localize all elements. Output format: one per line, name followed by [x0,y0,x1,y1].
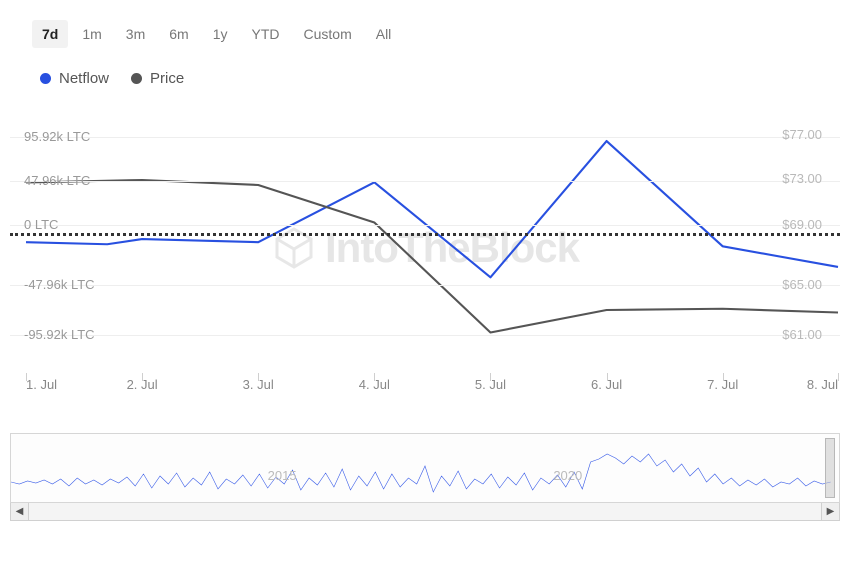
y-left-label: 0 LTC [24,217,58,232]
series-price [26,180,838,333]
x-tick [374,373,375,381]
x-tick [607,373,608,381]
zero-line [10,233,840,236]
series-netflow [26,141,838,277]
tab-all[interactable]: All [366,20,402,48]
y-right-label: $65.00 [782,277,822,292]
gridline [10,137,840,138]
legend-label: Netflow [59,70,109,87]
x-label: 1. Jul [26,377,57,392]
legend-dot-icon [40,73,51,84]
tab-ytd[interactable]: YTD [242,20,290,48]
legend-item-netflow[interactable]: Netflow [40,70,109,87]
tab-6m[interactable]: 6m [159,20,198,48]
main-chart: IntoTheBlock 95.92k LTC47.96k LTC0 LTC-4… [10,113,840,413]
range-sparkline[interactable]: 2015 2020 [10,433,840,503]
x-tick [723,373,724,381]
x-tick [490,373,491,381]
y-right-label: $69.00 [782,217,822,232]
x-tick [258,373,259,381]
sparkline-year-label: 2020 [553,468,582,483]
tab-custom[interactable]: Custom [294,20,362,48]
y-right-label: $61.00 [782,327,822,342]
y-left-label: -47.96k LTC [24,277,95,292]
gridline [10,181,840,182]
y-right-label: $77.00 [782,127,822,142]
time-range-tabs: 7d1m3m6m1yYTDCustomAll [32,20,840,48]
tab-1y[interactable]: 1y [203,20,238,48]
legend-label: Price [150,70,184,87]
tab-7d[interactable]: 7d [32,20,68,48]
tab-1m[interactable]: 1m [72,20,111,48]
gridline [10,225,840,226]
x-tick [838,373,839,381]
tab-3m[interactable]: 3m [116,20,155,48]
scroll-right-button[interactable]: ▶ [821,503,839,520]
sparkline-path [11,434,839,502]
range-handle[interactable] [825,438,835,498]
sparkline-year-label: 2015 [268,468,297,483]
x-label: 8. Jul [807,377,838,392]
legend: Netflow Price [40,70,840,87]
scroll-left-button[interactable]: ◀ [11,503,29,520]
legend-dot-icon [131,73,142,84]
x-tick [26,373,27,381]
x-tick [142,373,143,381]
y-right-label: $73.00 [782,171,822,186]
y-left-label: 47.96k LTC [24,173,90,188]
y-left-label: 95.92k LTC [24,129,90,144]
gridline [10,285,840,286]
chart-lines [10,113,838,373]
gridline [10,335,840,336]
y-left-label: -95.92k LTC [24,327,95,342]
legend-item-price[interactable]: Price [131,70,184,87]
range-scrollbar[interactable]: ◀ ▶ [10,503,840,521]
